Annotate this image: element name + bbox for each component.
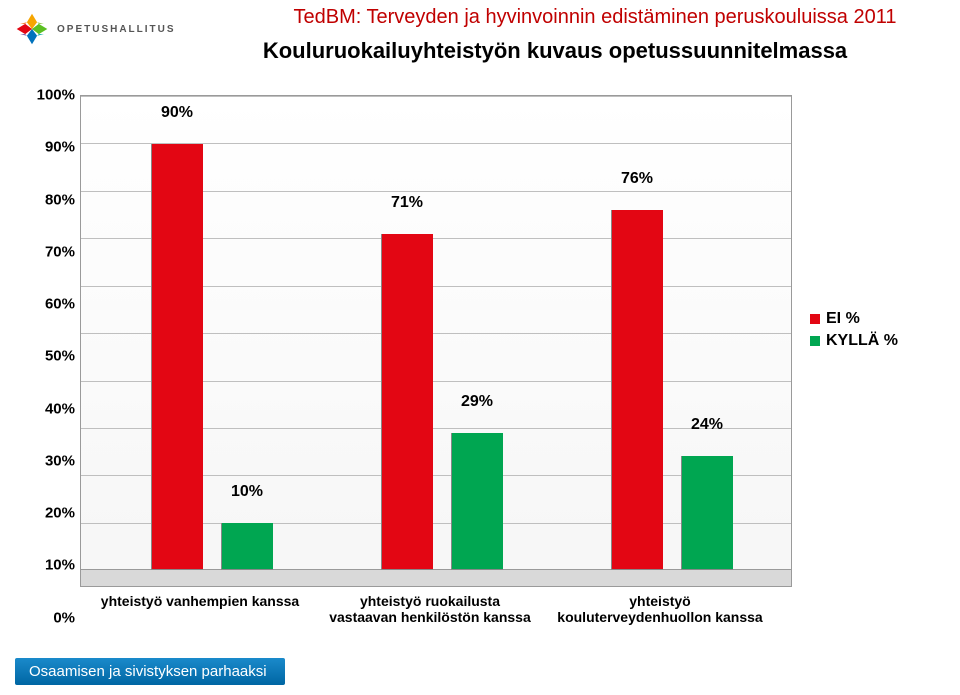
legend-swatch-icon (810, 336, 820, 346)
bar-kyl (681, 456, 733, 570)
bar-value: 71% (377, 194, 437, 212)
bar-ei (611, 210, 663, 570)
x-label: yhteistyö vanhempien kanssa (95, 593, 305, 609)
bar-kyl (221, 523, 273, 570)
legend: EI % KYLLÄ % (810, 310, 898, 354)
y-tick: 50% (25, 348, 75, 365)
y-tick: 30% (25, 452, 75, 469)
bar-kyl (451, 433, 503, 570)
x-label: yhteistyö kouluterveydenhuollon kanssa (555, 593, 765, 625)
brand-text: OPETUSHALLITUS (57, 24, 176, 35)
footer-tag: Osaamisen ja sivistyksen parhaaksi (15, 658, 285, 685)
bar-ei (381, 234, 433, 570)
y-tick: 20% (25, 505, 75, 522)
y-tick: 70% (25, 243, 75, 260)
y-tick: 90% (25, 139, 75, 156)
bar-value: 76% (607, 170, 667, 188)
y-tick: 40% (25, 400, 75, 417)
y-tick: 60% (25, 296, 75, 313)
legend-item: KYLLÄ % (810, 332, 898, 350)
chart-title: Kouluruokailuyhteistyön kuvaus opetussuu… (170, 38, 940, 64)
chart-floor (81, 569, 791, 586)
legend-label: EI % (826, 310, 860, 328)
bar-value: 10% (217, 483, 277, 501)
chart: 100% 90% 80% 70% 60% 50% 40% 30% 20% 10%… (25, 95, 935, 635)
logo-icon (15, 12, 49, 46)
legend-label: KYLLÄ % (826, 332, 898, 350)
header: OPETUSHALLITUS (15, 12, 176, 46)
plot-area: 90% 10% 71% 29% 76% 24% (80, 95, 792, 587)
y-tick: 80% (25, 191, 75, 208)
x-label: yhteistyö ruokailusta vastaavan henkilös… (325, 593, 535, 625)
y-tick: 0% (25, 609, 75, 626)
y-tick: 10% (25, 557, 75, 574)
bar-value: 90% (147, 104, 207, 122)
bar-value: 29% (447, 393, 507, 411)
y-tick: 100% (25, 87, 75, 104)
legend-item: EI % (810, 310, 898, 328)
source-line: TedBM: Terveyden ja hyvinvoinnin edistäm… (250, 6, 940, 29)
bar-value: 24% (677, 416, 737, 434)
bar-ei (151, 144, 203, 570)
legend-swatch-icon (810, 314, 820, 324)
